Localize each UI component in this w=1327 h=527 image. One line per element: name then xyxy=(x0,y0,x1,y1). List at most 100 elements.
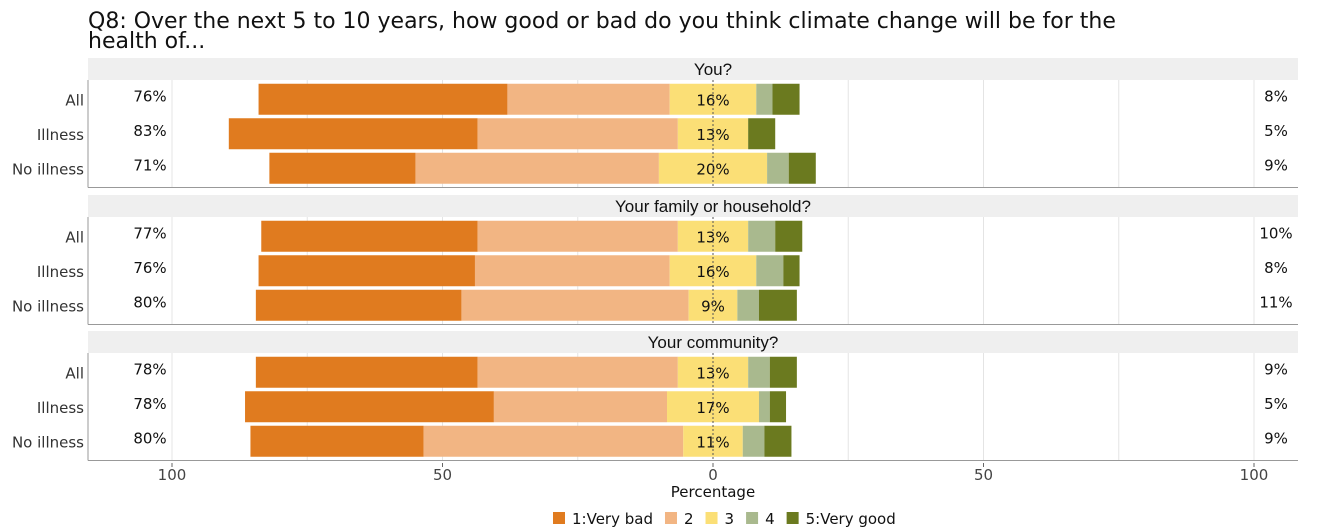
neutral-percent-label: 13% xyxy=(696,126,729,144)
bar-segment-very-bad xyxy=(258,83,508,115)
row-label: All xyxy=(65,364,84,382)
positive-percent-label: 10% xyxy=(1259,224,1292,242)
bar-row: No illness 71% 20% 9% xyxy=(12,152,1288,184)
positive-percent-label: 5% xyxy=(1264,122,1288,140)
x-tick-label: 50 xyxy=(974,466,993,484)
bar-segment-bad xyxy=(474,255,670,287)
neutral-percent-label: 17% xyxy=(696,399,729,417)
negative-percent-label: 78% xyxy=(133,360,166,378)
legend-item: 3 xyxy=(705,510,735,527)
positive-percent-label: 9% xyxy=(1264,429,1288,447)
bar-row: No illness 80% 9% 11% xyxy=(12,289,1293,321)
bar-segment-very-good xyxy=(775,220,803,252)
bar-row: Illness 76% 16% 8% xyxy=(37,255,1288,287)
legend-item: 2 xyxy=(664,510,694,527)
panel-strip xyxy=(88,195,1298,217)
positive-percent-label: 9% xyxy=(1264,156,1288,174)
legend: 1:Very bad 2 3 4 5:Very good xyxy=(553,510,896,527)
bar-segment-good xyxy=(748,220,776,252)
panel-title: Your family or household? xyxy=(615,197,811,216)
bar-segment-good xyxy=(758,391,770,423)
x-tick-label: 100 xyxy=(1240,466,1269,484)
panel-title: Your community? xyxy=(648,333,779,352)
panel: Your community?All 78% 13% 9%Illness 78% 17% 5… xyxy=(12,331,1298,461)
bar-segment-very-bad xyxy=(269,152,416,184)
bar-segment-very-good xyxy=(788,152,816,184)
row-label: No illness xyxy=(12,297,84,315)
panel-strip xyxy=(88,58,1298,80)
positive-percent-label: 11% xyxy=(1259,293,1292,311)
legend-swatch xyxy=(553,512,565,524)
negative-percent-label: 76% xyxy=(133,87,166,105)
legend-swatch xyxy=(786,512,799,524)
bar-segment-good xyxy=(756,83,773,115)
bar-segment-very-good xyxy=(758,289,797,321)
legend-swatch xyxy=(705,512,718,524)
panels: You? All 76% 16% 8% Illness 83% 13% 5% No illness… xyxy=(12,58,1298,461)
bar-segment-bad xyxy=(493,391,668,423)
bar-segment-bad xyxy=(477,220,678,252)
chart-title-line-1: Q8: Over the next 5 to 10 years, how goo… xyxy=(88,9,1116,34)
bar-segment-good xyxy=(748,356,770,388)
bar-segment-bad xyxy=(415,152,659,184)
negative-percent-label: 80% xyxy=(133,429,166,447)
bar-segment-bad xyxy=(477,118,678,150)
x-tick-label: 0 xyxy=(708,466,718,484)
negative-percent-label: 77% xyxy=(133,224,166,242)
bar-segment-very-bad xyxy=(245,391,494,423)
bar-row: Illness 83% 13% 5% xyxy=(37,118,1288,150)
legend-label: 1:Very bad xyxy=(572,510,653,527)
bar-segment-very-good xyxy=(769,391,787,423)
bar-segment-very-good xyxy=(769,356,797,388)
chart-title-line-2: health of... xyxy=(88,29,205,54)
positive-percent-label: 5% xyxy=(1264,395,1288,413)
negative-percent-label: 71% xyxy=(133,156,166,174)
x-tick-label: 50 xyxy=(433,466,452,484)
bar-segment-good xyxy=(737,289,759,321)
row-label: All xyxy=(65,91,84,109)
row-label: Illness xyxy=(37,263,84,281)
legend-item: 4 xyxy=(746,510,775,527)
legend-swatch xyxy=(746,512,759,524)
bar-row: Illness 78% 17% 5% xyxy=(37,391,1288,423)
bar-segment-bad xyxy=(423,425,684,457)
bar-segment-very-bad xyxy=(258,255,475,287)
bar-segment-very-good xyxy=(783,255,800,287)
row-label: Illness xyxy=(37,126,84,144)
x-axis-title: Percentage xyxy=(671,483,755,501)
bar-row: All 76% 16% 8% xyxy=(65,83,1288,115)
bar-segment-bad xyxy=(461,289,689,321)
legend-item: 5:Very good xyxy=(786,510,896,527)
negative-percent-label: 80% xyxy=(133,293,166,311)
panel: You?All 76% 16% 8%Illness 83% 13% 5%No illness… xyxy=(12,58,1298,188)
positive-percent-label: 8% xyxy=(1264,87,1288,105)
bar-row: All 77% 13% 10% xyxy=(65,220,1293,252)
legend-label: 2 xyxy=(684,510,694,527)
bar-row: No illness 80% 11% 9% xyxy=(12,425,1288,457)
bar-segment-bad xyxy=(507,83,670,115)
row-label: No illness xyxy=(12,433,84,451)
row-label: No illness xyxy=(12,160,84,178)
legend-label: 4 xyxy=(765,510,775,527)
panel-title: You? xyxy=(694,60,732,79)
row-label: Illness xyxy=(37,399,84,417)
bar-segment-good xyxy=(742,425,765,457)
bar-segment-bad xyxy=(477,356,678,388)
negative-percent-label: 83% xyxy=(133,122,166,140)
row-label: All xyxy=(65,228,84,246)
legend-label: 5:Very good xyxy=(806,510,896,527)
legend-label: 3 xyxy=(725,510,735,527)
x-tick-label: 100 xyxy=(158,466,187,484)
x-axis: 100 50 0 50 100 xyxy=(158,463,1269,484)
bar-row: All 78% 13% 9% xyxy=(65,356,1288,388)
legend-swatch xyxy=(664,512,677,524)
positive-percent-label: 9% xyxy=(1264,360,1288,378)
panel-strip xyxy=(88,331,1298,353)
bar-segment-very-bad xyxy=(255,289,462,321)
neutral-percent-label: 16% xyxy=(696,263,729,281)
negative-percent-label: 78% xyxy=(133,395,166,413)
legend-item: 1:Very bad xyxy=(553,510,653,527)
bar-segment-very-bad xyxy=(255,356,478,388)
panel: Your family or household?All 77% 13% 10%Ill… xyxy=(12,195,1298,325)
